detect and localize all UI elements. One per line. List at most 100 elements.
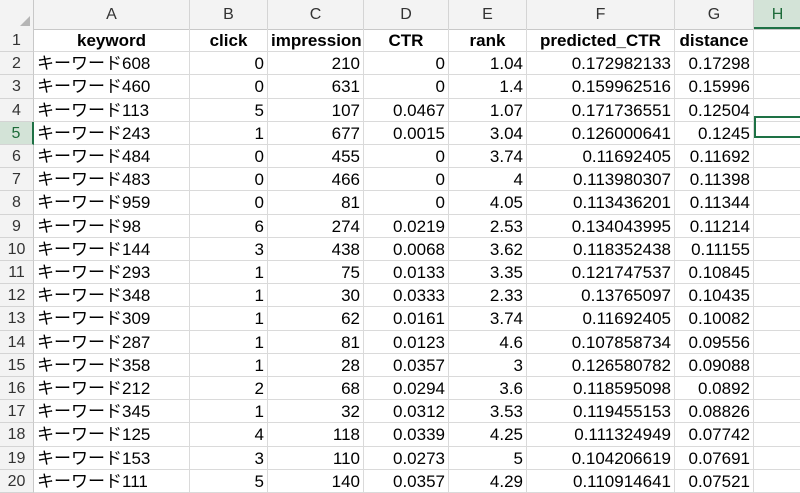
keyword-cell[interactable]: キーワード484 <box>34 145 190 169</box>
data-cell[interactable]: 0.11692405 <box>527 145 675 169</box>
column-header-b[interactable]: B <box>190 0 268 29</box>
keyword-cell[interactable]: キーワード959 <box>34 191 190 215</box>
data-cell[interactable]: 0.11692405 <box>527 307 675 331</box>
row-header-10[interactable]: 10 <box>0 237 34 261</box>
header-cell-ctr[interactable]: CTR <box>364 29 449 53</box>
empty-cell[interactable] <box>754 75 800 99</box>
data-cell[interactable]: 0.1245 <box>675 121 754 145</box>
keyword-cell[interactable]: キーワード460 <box>34 75 190 99</box>
data-cell[interactable]: 1 <box>190 400 268 424</box>
data-cell[interactable]: 0.0273 <box>364 446 449 470</box>
data-cell[interactable]: 0.0312 <box>364 400 449 424</box>
data-cell[interactable]: 3.6 <box>449 377 527 401</box>
row-header-15[interactable]: 15 <box>0 353 34 377</box>
data-cell[interactable]: 0.11214 <box>675 214 754 238</box>
data-cell[interactable]: 0.159962516 <box>527 75 675 99</box>
data-cell[interactable]: 0.172982133 <box>527 52 675 76</box>
data-cell[interactable]: 4 <box>190 423 268 447</box>
data-cell[interactable]: 2.53 <box>449 214 527 238</box>
data-cell[interactable]: 81 <box>268 330 364 354</box>
keyword-cell[interactable]: キーワード345 <box>34 400 190 424</box>
data-cell[interactable]: 0.0892 <box>675 377 754 401</box>
data-cell[interactable]: 0.0161 <box>364 307 449 331</box>
data-cell[interactable]: 0 <box>364 191 449 215</box>
data-cell[interactable]: 32 <box>268 400 364 424</box>
data-cell[interactable]: 3.74 <box>449 145 527 169</box>
row-header-14[interactable]: 14 <box>0 330 34 354</box>
keyword-cell[interactable]: キーワード125 <box>34 423 190 447</box>
data-cell[interactable]: 0 <box>364 75 449 99</box>
keyword-cell[interactable]: キーワード293 <box>34 261 190 285</box>
row-header-7[interactable]: 7 <box>0 168 34 192</box>
keyword-cell[interactable]: キーワード111 <box>34 469 190 493</box>
data-cell[interactable]: 0.134043995 <box>527 214 675 238</box>
data-cell[interactable]: 0.11692 <box>675 145 754 169</box>
keyword-cell[interactable]: キーワード287 <box>34 330 190 354</box>
data-cell[interactable]: 0.119455153 <box>527 400 675 424</box>
empty-cell[interactable] <box>754 447 800 470</box>
data-cell[interactable]: 0.07742 <box>675 423 754 447</box>
empty-cell[interactable] <box>754 238 800 261</box>
header-cell-keyword[interactable]: keyword <box>34 29 190 53</box>
data-cell[interactable]: 0.11344 <box>675 191 754 215</box>
data-cell[interactable]: 0 <box>190 168 268 192</box>
data-cell[interactable]: 0.07691 <box>675 446 754 470</box>
data-cell[interactable]: 0.118352438 <box>527 237 675 261</box>
data-cell[interactable]: 68 <box>268 377 364 401</box>
keyword-cell[interactable]: キーワード243 <box>34 121 190 145</box>
empty-cell[interactable] <box>754 215 800 238</box>
data-cell[interactable]: 0.0219 <box>364 214 449 238</box>
row-header-5[interactable]: 5 <box>0 121 34 145</box>
data-cell[interactable]: 0.0133 <box>364 261 449 285</box>
row-header-17[interactable]: 17 <box>0 400 34 424</box>
empty-cell[interactable] <box>754 470 800 493</box>
data-cell[interactable]: 0 <box>190 52 268 76</box>
row-header-6[interactable]: 6 <box>0 145 34 169</box>
keyword-cell[interactable]: キーワード483 <box>34 168 190 192</box>
data-cell[interactable]: 28 <box>268 353 364 377</box>
empty-cell[interactable] <box>754 52 800 76</box>
empty-cell[interactable] <box>754 145 800 169</box>
data-cell[interactable]: 0.104206619 <box>527 446 675 470</box>
data-cell[interactable]: 118 <box>268 423 364 447</box>
data-cell[interactable]: 0.0123 <box>364 330 449 354</box>
column-header-g[interactable]: G <box>675 0 754 29</box>
data-cell[interactable]: 1 <box>190 261 268 285</box>
data-cell[interactable]: 0.110914641 <box>527 469 675 493</box>
data-cell[interactable]: 3 <box>449 353 527 377</box>
empty-cell[interactable] <box>754 284 800 308</box>
row-header-13[interactable]: 13 <box>0 307 34 331</box>
header-cell-predicted-ctr[interactable]: predicted_CTR <box>527 29 675 53</box>
data-cell[interactable]: 0.126000641 <box>527 121 675 145</box>
keyword-cell[interactable]: キーワード98 <box>34 214 190 238</box>
data-cell[interactable]: 1.07 <box>449 98 527 122</box>
data-cell[interactable]: 3.04 <box>449 121 527 145</box>
data-cell[interactable]: 2 <box>190 377 268 401</box>
data-cell[interactable]: 4.25 <box>449 423 527 447</box>
data-cell[interactable]: 1 <box>190 307 268 331</box>
data-cell[interactable]: 1 <box>190 330 268 354</box>
row-header-3[interactable]: 3 <box>0 75 34 99</box>
column-header-a[interactable]: A <box>34 0 190 29</box>
data-cell[interactable]: 5 <box>190 98 268 122</box>
data-cell[interactable]: 0 <box>364 168 449 192</box>
data-cell[interactable]: 62 <box>268 307 364 331</box>
row-header-12[interactable]: 12 <box>0 284 34 308</box>
row-header-2[interactable]: 2 <box>0 52 34 76</box>
data-cell[interactable]: 0.113980307 <box>527 168 675 192</box>
data-cell[interactable]: 1.04 <box>449 52 527 76</box>
header-cell-rank[interactable]: rank <box>449 29 527 53</box>
data-cell[interactable]: 0.111324949 <box>527 423 675 447</box>
keyword-cell[interactable]: キーワード113 <box>34 98 190 122</box>
empty-cell[interactable] <box>754 423 800 447</box>
keyword-cell[interactable]: キーワード608 <box>34 52 190 76</box>
data-cell[interactable]: 0.11155 <box>675 237 754 261</box>
data-cell[interactable]: 30 <box>268 284 364 308</box>
empty-cell[interactable] <box>754 307 800 331</box>
empty-cell[interactable] <box>754 354 800 377</box>
data-cell[interactable]: 0.0339 <box>364 423 449 447</box>
data-cell[interactable]: 5 <box>190 469 268 493</box>
empty-cell[interactable] <box>754 331 800 354</box>
data-cell[interactable]: 3.35 <box>449 261 527 285</box>
data-cell[interactable]: 2.33 <box>449 284 527 308</box>
